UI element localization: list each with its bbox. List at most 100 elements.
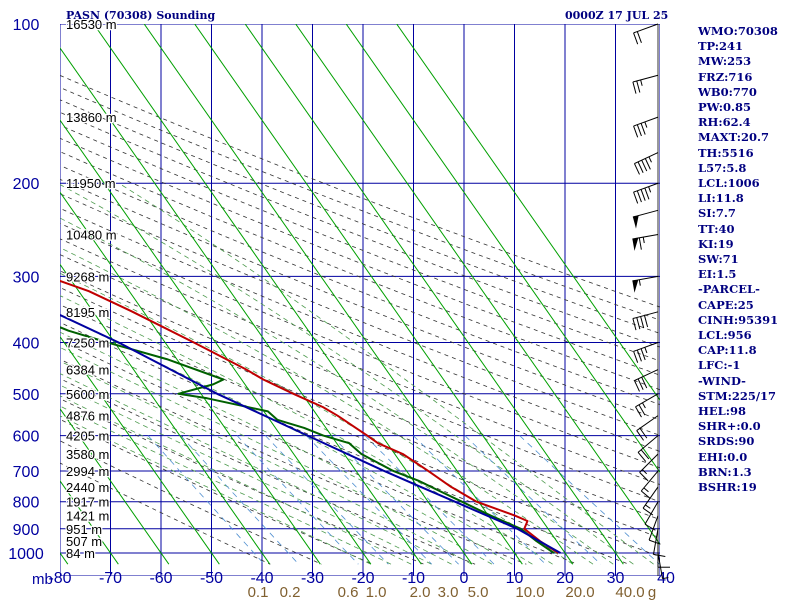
isotherm bbox=[295, 24, 660, 546]
temperature-tick-label: 20 bbox=[556, 570, 574, 587]
dry-adiabat bbox=[60, 398, 425, 565]
isotherm bbox=[396, 24, 660, 402]
indices-panel: WMO:70308 TP:241 MW:253 FRZ:716 WB0:770 PW:0.… bbox=[698, 24, 798, 495]
height-label: 8195 m bbox=[66, 305, 109, 320]
index-row: HEL:98 bbox=[698, 404, 746, 419]
dry-adiabat bbox=[60, 238, 660, 486]
barb-flag bbox=[637, 378, 644, 390]
mixing-ratio-label: 0.1 bbox=[248, 584, 269, 600]
moist-adiabats bbox=[60, 182, 654, 565]
isotherm bbox=[345, 24, 660, 474]
barb-half-flag bbox=[648, 156, 652, 163]
barb-flag bbox=[636, 31, 642, 43]
dry-adiabat bbox=[60, 462, 271, 565]
skewed-isotherms bbox=[60, 24, 660, 565]
barb-flag bbox=[633, 380, 640, 392]
index-row: TH:5516 bbox=[698, 145, 754, 160]
barb-flag bbox=[640, 189, 646, 201]
index-row: LFC:-1 bbox=[698, 358, 741, 373]
barb-flag bbox=[640, 316, 645, 329]
index-row: EHI:0.0 bbox=[698, 449, 748, 464]
barb-flag bbox=[637, 161, 644, 173]
isotherm bbox=[60, 47, 422, 565]
wind-barb bbox=[633, 369, 659, 392]
temperature-tick-label: 40 bbox=[657, 570, 675, 587]
dry-adiabat bbox=[60, 74, 660, 308]
height-label: 16530 m bbox=[66, 17, 117, 32]
isotherm bbox=[60, 191, 321, 565]
dry-adiabat bbox=[60, 111, 660, 348]
barb-flag bbox=[632, 318, 637, 331]
barb-flag bbox=[638, 237, 642, 250]
dry-adiabat bbox=[60, 340, 578, 565]
index-row: -PARCEL- bbox=[698, 282, 760, 297]
barb-half-flag bbox=[644, 121, 648, 128]
pressure-tick-label: 500 bbox=[13, 387, 40, 404]
index-row: -WIND- bbox=[698, 373, 746, 388]
barb-pennant bbox=[632, 215, 639, 229]
pressure-tick-label: 1000 bbox=[8, 546, 44, 563]
barb-shaft bbox=[634, 152, 659, 165]
height-label: 5600 m bbox=[66, 387, 109, 402]
moist-adiabat bbox=[60, 217, 614, 565]
sounding-title: PASN (70308) Sounding bbox=[66, 9, 216, 22]
barb-flag bbox=[636, 349, 642, 362]
height-label: 4876 m bbox=[66, 409, 109, 424]
barb-flag bbox=[641, 376, 648, 389]
index-row: LCL:1006 bbox=[698, 176, 760, 191]
dry-adiabat bbox=[60, 124, 660, 362]
height-label: 7250 m bbox=[66, 335, 109, 350]
mixing-ratio-line bbox=[364, 435, 495, 565]
barb-flag bbox=[648, 539, 661, 545]
height-label: 13860 m bbox=[66, 110, 117, 125]
barb-flag bbox=[636, 190, 642, 203]
mixing-ratio-label: 20.0 bbox=[565, 584, 594, 600]
barb-shaft bbox=[648, 515, 659, 541]
barb-flag bbox=[636, 317, 641, 330]
dry-adiabat bbox=[60, 254, 660, 503]
barb-flag bbox=[641, 159, 648, 172]
mixing-ratio-label: 10.0 bbox=[515, 584, 544, 600]
height-label: 4205 m bbox=[66, 429, 109, 444]
barb-pennant bbox=[632, 237, 639, 251]
height-label: 84 m bbox=[66, 546, 95, 561]
barb-flag bbox=[633, 163, 640, 175]
moist-adiabat bbox=[60, 184, 634, 565]
height-label: 10480 m bbox=[66, 228, 117, 243]
barb-shaft bbox=[633, 182, 659, 193]
dry-adiabat bbox=[60, 207, 660, 452]
height-label: 1917 m bbox=[66, 495, 109, 510]
wind-barb bbox=[636, 415, 659, 441]
dry-adiabat bbox=[60, 137, 660, 376]
index-row: LI:11.8 bbox=[698, 191, 744, 206]
isobar-gridlines bbox=[60, 24, 660, 576]
wind-barb bbox=[633, 23, 659, 45]
sounding-series bbox=[60, 279, 561, 554]
mixing-ratio-label: 1.0 bbox=[366, 584, 387, 600]
barb-half-flag bbox=[643, 487, 649, 493]
barb-flag bbox=[637, 452, 647, 462]
dry-adiabat bbox=[60, 151, 660, 391]
pressure-tick-label: 300 bbox=[13, 269, 40, 286]
barb-shaft bbox=[639, 453, 659, 473]
temperature-tick-label: -10 bbox=[402, 570, 425, 587]
index-row: KI:19 bbox=[698, 236, 734, 251]
pressure-tick-label: 800 bbox=[13, 495, 40, 512]
barb-flag bbox=[636, 124, 642, 137]
height-label: 3580 m bbox=[66, 447, 109, 462]
dry-adiabat bbox=[60, 193, 660, 436]
moist-adiabat bbox=[60, 373, 452, 565]
barb-flag bbox=[636, 80, 641, 93]
wind-barb bbox=[635, 393, 659, 418]
dry-adiabat bbox=[60, 178, 660, 421]
mixing-ratio-line bbox=[147, 435, 265, 565]
dry-adiabat bbox=[60, 304, 660, 558]
index-row: PW:0.85 bbox=[698, 100, 752, 115]
height-label: 507 m bbox=[66, 534, 102, 549]
dry-adiabat bbox=[60, 287, 660, 539]
index-row: MAXT:20.7 bbox=[698, 130, 769, 145]
index-row: LCL:956 bbox=[698, 328, 752, 343]
index-row: WMO:70308 bbox=[698, 24, 778, 38]
